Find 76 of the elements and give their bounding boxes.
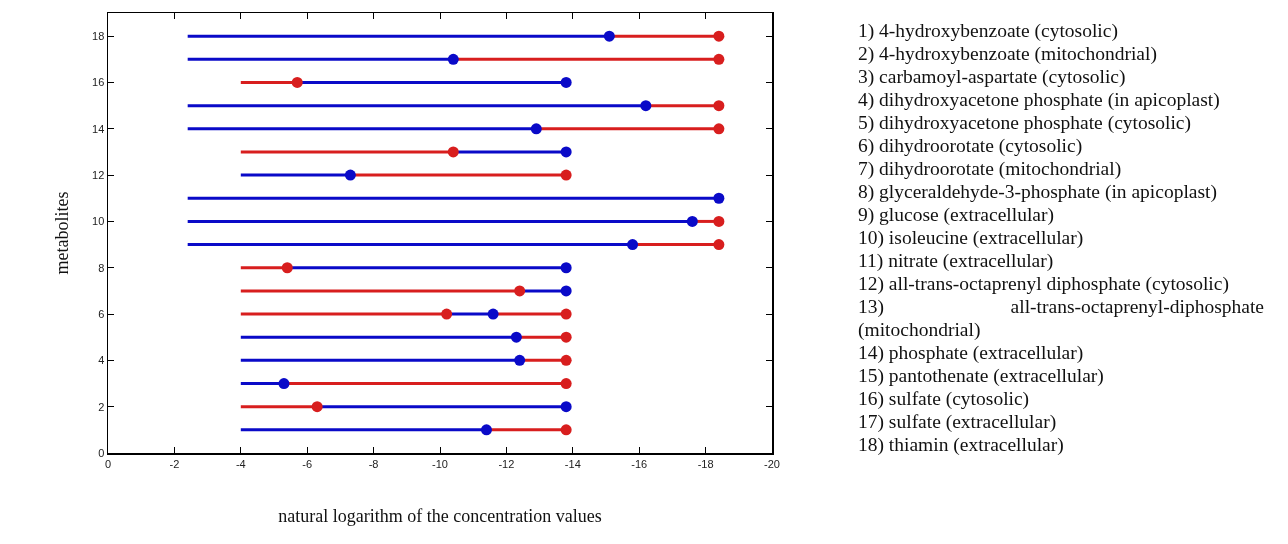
x-axis-title: natural logarithm of the concentration values (278, 505, 602, 526)
text: 1) 4-hydroxybenzoate (cytosolic) (858, 19, 1119, 42)
text: 2) 4-hydroxybenzoate (mitochondrial) (858, 42, 1158, 65)
point (713, 215, 725, 227)
x-tick-label: -20 (764, 457, 780, 470)
point (560, 285, 572, 297)
x-tick-label: -10 (432, 457, 448, 470)
point (487, 308, 499, 320)
y-tick-label: 2 (98, 400, 105, 413)
y-tick-label: 18 (92, 30, 105, 43)
point (627, 239, 639, 251)
y-tick-label: 4 (98, 354, 105, 367)
point (311, 401, 323, 413)
x-tick-label: -14 (564, 457, 581, 470)
point (560, 378, 572, 390)
x-tick-label: -12 (498, 457, 515, 470)
y-axis-title: metabolites (52, 191, 73, 275)
text: 4) dihydroxyacetone phosphate (in apicoplast) (858, 88, 1221, 111)
point (281, 262, 293, 274)
y-tick-label: 16 (92, 76, 105, 89)
point (510, 331, 522, 343)
text: 10) isoleucine (extracellular) (858, 226, 1085, 249)
point (560, 146, 572, 158)
x-tick-label: -8 (368, 457, 379, 470)
point (713, 123, 725, 135)
point (713, 192, 725, 204)
x-tick-label: -4 (235, 457, 246, 470)
y-tick-label: 12 (92, 168, 105, 181)
point (603, 30, 615, 42)
y-tick-label: 6 (98, 307, 105, 320)
text: 18) thiamin (extracellular) (858, 433, 1065, 456)
text: 12) all-trans-octaprenyl diphosphate (cytosolic) (858, 272, 1230, 295)
y-tick-label: 10 (92, 215, 105, 228)
point (560, 169, 572, 181)
text: 11) nitrate (extracellular) (858, 249, 1055, 272)
point (640, 100, 652, 112)
point (713, 100, 725, 112)
y-tick-label: 0 (98, 446, 105, 459)
point (560, 331, 572, 343)
point (344, 169, 356, 181)
point (291, 76, 303, 88)
point (530, 123, 542, 135)
x-tick-label: -16 (631, 457, 648, 470)
x-tick-label: -6 (302, 457, 313, 470)
text: 14) phosphate (extracellular) (858, 341, 1085, 364)
point (560, 262, 572, 274)
point (441, 308, 453, 320)
point (480, 424, 492, 436)
point (560, 401, 572, 413)
point (560, 308, 572, 320)
y-tick-label: 8 (98, 261, 105, 274)
point (560, 76, 572, 88)
text: 17) sulfate (extracellular) (858, 410, 1058, 433)
y-tick-label: 14 (92, 122, 105, 135)
point (713, 239, 725, 251)
x-tick-label: -18 (697, 457, 714, 470)
point (447, 146, 459, 158)
point (686, 215, 698, 227)
point (447, 53, 459, 65)
text: 16) sulfate (cytosolic) (858, 387, 1031, 410)
point (514, 354, 526, 366)
text: 3) carbamoyl-aspartate (cytosolic) (858, 65, 1127, 88)
text: 8) glyceraldehyde-3-phosphate (in apicoplast) (858, 180, 1218, 203)
x-tick-label: -2 (169, 457, 180, 470)
point (560, 354, 572, 366)
text: 7) dihydroorotate (mitochondrial) (858, 157, 1123, 180)
text: 6) dihydroorotate (cytosolic) (858, 134, 1084, 157)
point (514, 285, 526, 297)
text: 5) dihydroxyacetone phosphate (cytosolic) (858, 111, 1193, 134)
text: 15) pantothenate (extracellular) (858, 364, 1105, 387)
text: 9) glucose (extracellular) (858, 203, 1055, 226)
point (713, 30, 725, 42)
point (560, 424, 572, 436)
point (713, 53, 725, 65)
point (278, 378, 290, 390)
text: 13) all-trans-octaprenyl-diphosphate (mitochondrial) (858, 295, 1264, 341)
